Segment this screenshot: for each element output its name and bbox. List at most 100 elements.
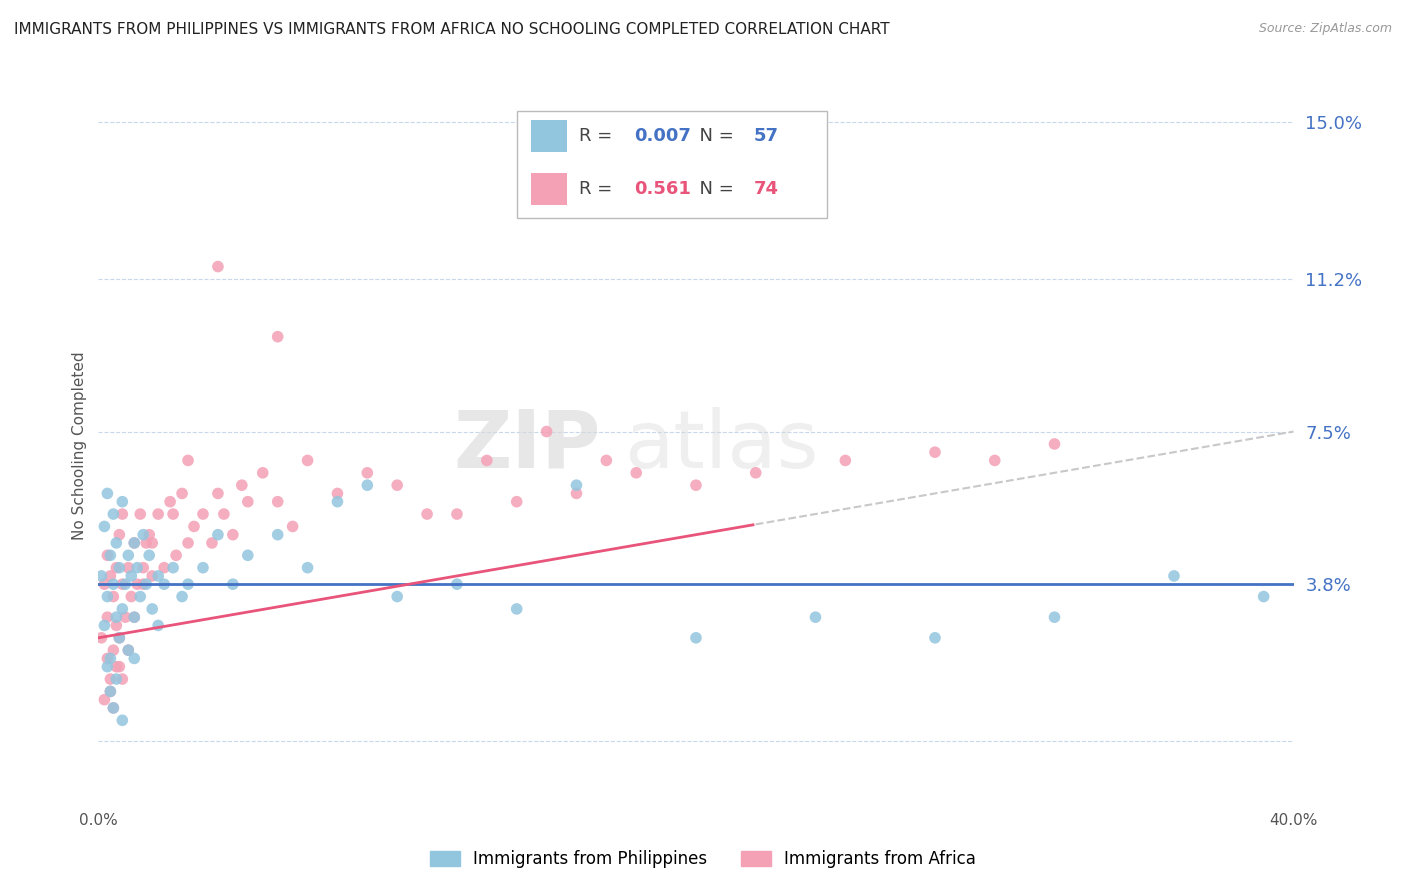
Point xyxy=(222,527,245,541)
Point xyxy=(207,527,229,541)
Point xyxy=(138,527,160,541)
Text: N =: N = xyxy=(688,127,740,145)
Point xyxy=(98,549,122,563)
Point xyxy=(148,507,170,521)
Point xyxy=(446,577,468,591)
Point xyxy=(231,478,253,492)
Point xyxy=(96,659,118,673)
Point xyxy=(141,569,163,583)
Point xyxy=(98,651,122,665)
Text: IMMIGRANTS FROM PHILIPPINES VS IMMIGRANTS FROM AFRICA NO SCHOOLING COMPLETED COR: IMMIGRANTS FROM PHILIPPINES VS IMMIGRANT… xyxy=(14,22,890,37)
Point xyxy=(177,577,200,591)
Point xyxy=(90,569,112,583)
Point xyxy=(127,560,149,574)
Point xyxy=(1043,610,1066,624)
Point xyxy=(252,466,274,480)
Point xyxy=(685,478,707,492)
Point xyxy=(281,519,304,533)
Point xyxy=(536,425,558,439)
Point xyxy=(124,610,146,624)
Point xyxy=(165,549,187,563)
Point xyxy=(924,631,946,645)
Point xyxy=(141,536,163,550)
Point xyxy=(222,577,245,591)
Point xyxy=(207,486,229,500)
Point xyxy=(103,507,125,521)
Point xyxy=(153,577,176,591)
Point xyxy=(111,507,134,521)
Point xyxy=(385,590,409,604)
Point xyxy=(267,527,290,541)
Point xyxy=(93,577,115,591)
Point xyxy=(111,672,134,686)
Point xyxy=(127,577,149,591)
Point xyxy=(108,631,131,645)
Point xyxy=(129,590,152,604)
Point xyxy=(1043,437,1066,451)
Point xyxy=(834,453,856,467)
Text: R =: R = xyxy=(579,127,617,145)
Point xyxy=(103,701,125,715)
Point xyxy=(105,536,128,550)
Point xyxy=(105,618,128,632)
Point xyxy=(326,486,349,500)
Point xyxy=(162,507,184,521)
Text: 0.007: 0.007 xyxy=(634,127,690,145)
FancyBboxPatch shape xyxy=(517,111,827,218)
Point xyxy=(105,659,128,673)
Point xyxy=(177,453,200,467)
Point xyxy=(124,651,146,665)
Text: 0.561: 0.561 xyxy=(634,180,690,198)
Text: R =: R = xyxy=(579,180,617,198)
Point xyxy=(685,631,707,645)
Point xyxy=(148,569,170,583)
Point xyxy=(236,549,259,563)
Point xyxy=(153,560,176,574)
Point xyxy=(475,453,498,467)
FancyBboxPatch shape xyxy=(531,173,567,205)
Point xyxy=(135,536,157,550)
Point xyxy=(132,560,155,574)
Point xyxy=(114,577,136,591)
Point xyxy=(326,494,349,508)
Point xyxy=(297,560,319,574)
Text: atlas: atlas xyxy=(624,407,818,485)
Point xyxy=(111,602,134,616)
Point xyxy=(124,536,146,550)
Point xyxy=(356,466,378,480)
Point xyxy=(148,618,170,632)
Text: N =: N = xyxy=(688,180,740,198)
Point xyxy=(98,684,122,698)
Point xyxy=(108,659,131,673)
Point xyxy=(111,577,134,591)
Point xyxy=(93,692,115,706)
Point xyxy=(120,590,142,604)
Point xyxy=(96,610,118,624)
Point xyxy=(385,478,409,492)
Point xyxy=(111,714,134,728)
Point xyxy=(103,643,125,657)
Point xyxy=(108,631,131,645)
Point xyxy=(124,610,146,624)
Point xyxy=(624,466,647,480)
Legend: Immigrants from Philippines, Immigrants from Africa: Immigrants from Philippines, Immigrants … xyxy=(423,844,983,875)
Point xyxy=(177,536,200,550)
Point xyxy=(236,494,259,508)
Point xyxy=(96,486,118,500)
Point xyxy=(595,453,617,467)
Point xyxy=(117,560,139,574)
Point xyxy=(117,643,139,657)
Point xyxy=(108,560,131,574)
Point xyxy=(416,507,439,521)
Point xyxy=(129,507,152,521)
Point xyxy=(124,536,146,550)
Point xyxy=(98,569,122,583)
Point xyxy=(1253,590,1275,604)
Point xyxy=(159,494,181,508)
Point xyxy=(924,445,946,459)
Point xyxy=(745,466,768,480)
FancyBboxPatch shape xyxy=(531,120,567,152)
Point xyxy=(93,519,115,533)
Point xyxy=(191,507,214,521)
Point xyxy=(93,618,115,632)
